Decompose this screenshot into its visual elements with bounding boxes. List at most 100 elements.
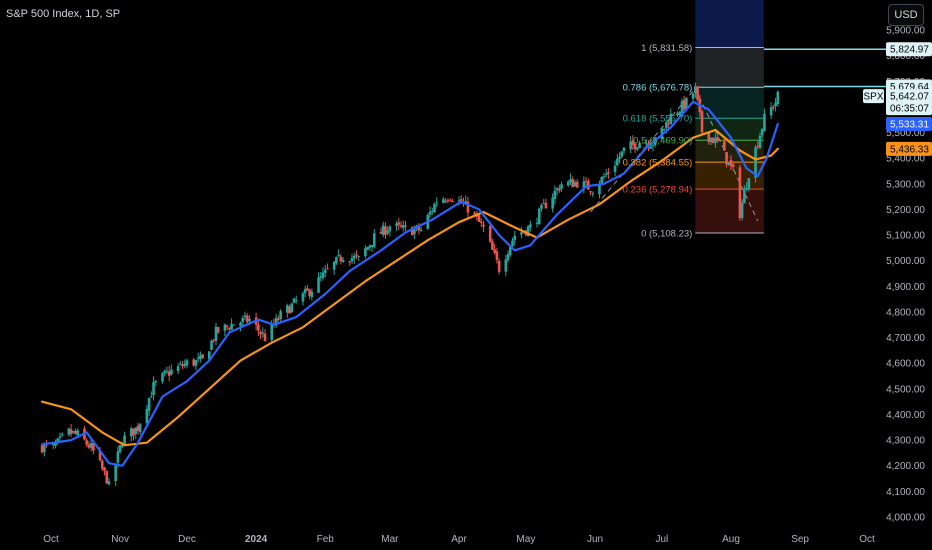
fib-level-label: 0.786 (5,676.78) [623,83,693,94]
candle-body [758,135,762,149]
candle-body [40,445,44,453]
candle [286,303,289,318]
candle [165,366,169,375]
candle-body [199,355,202,360]
candle-body [725,152,728,165]
candle-body [479,221,483,224]
candle [60,432,64,437]
candle-body [738,167,742,219]
candle-body [756,146,760,148]
candle-body [150,396,153,398]
candle-body [239,322,242,326]
candle-body [691,93,695,99]
price-tick-label: 4,500.00 [886,384,925,395]
candle-body [520,232,523,235]
candle-body [769,107,773,116]
candle-body [747,178,751,189]
candle-body [372,233,376,247]
candle-body [134,427,138,434]
candle-body [270,323,274,340]
candle [738,164,742,221]
candle-body [132,428,135,436]
candle [711,137,715,144]
candle-body [633,143,637,150]
candle-body [87,444,91,448]
candle-body [582,181,586,190]
candle [776,90,780,107]
candle [277,315,280,322]
candle-body [397,222,401,225]
price-tick-label: 5,800.00 [886,51,925,62]
candle [444,198,447,204]
candle [384,222,387,240]
price-tick-label: 5,900.00 [886,26,925,37]
candle-body [103,467,106,471]
fib-labels: 1 (5,831.58) 0.786 (5,676.78) 0.618 (5,555… [623,43,693,239]
candle-body [364,248,367,257]
price-badge-value: 5,533.31 [890,119,929,130]
candle-body [711,137,715,144]
candle-body [292,298,296,303]
moving-average-slow [41,128,779,447]
candle-body [176,366,180,371]
candle-body [207,351,211,360]
candle [442,196,445,204]
candle-body [413,229,416,235]
candle [587,178,590,190]
candle [194,359,198,371]
candle [154,379,158,387]
candle-body [319,276,323,278]
candle [263,329,267,342]
candle-body [323,269,327,273]
candle [395,220,398,231]
fib-level-label: 1 (5,831.58) [641,43,692,54]
candle-body [649,146,653,149]
candle [259,330,262,340]
candle [89,438,93,452]
candle-body [435,202,439,204]
candle-body [511,240,514,247]
candle-body [772,106,775,108]
price-tick-label: 4,400.00 [886,410,925,421]
candle [622,147,626,155]
candle [555,187,559,196]
candle [631,135,635,150]
fib-extension-zone [695,0,764,48]
candle-body [535,222,539,224]
candle-body [506,254,510,261]
candle-body [553,190,557,199]
candle [337,249,340,258]
currency-button[interactable]: USD [888,4,924,26]
candle [694,82,697,98]
candle [379,227,383,234]
candle [584,176,588,187]
candle-body [395,223,398,226]
candle-body [566,181,570,186]
candle [136,422,140,435]
candle [696,86,699,102]
candle [118,444,122,454]
candle [410,226,414,236]
candle-body [401,225,405,228]
candle-body [442,199,445,203]
price-badge: 5,533.31 [886,116,932,131]
price-badge-value: 5,824.97 [890,45,929,56]
candle [67,427,71,437]
candle [288,304,291,314]
candle-body [232,324,236,326]
candle-body [682,99,686,110]
candle-body [288,306,291,314]
candle-body [384,226,387,235]
candle-body [212,340,216,342]
candle-body [714,138,717,143]
candle [388,225,392,237]
candle-body [410,227,414,236]
candle [573,179,577,188]
candle [747,177,751,192]
candle [274,313,278,328]
candle [341,256,345,264]
candle [727,161,731,166]
candle-body [259,332,262,335]
candle-body [475,215,479,217]
